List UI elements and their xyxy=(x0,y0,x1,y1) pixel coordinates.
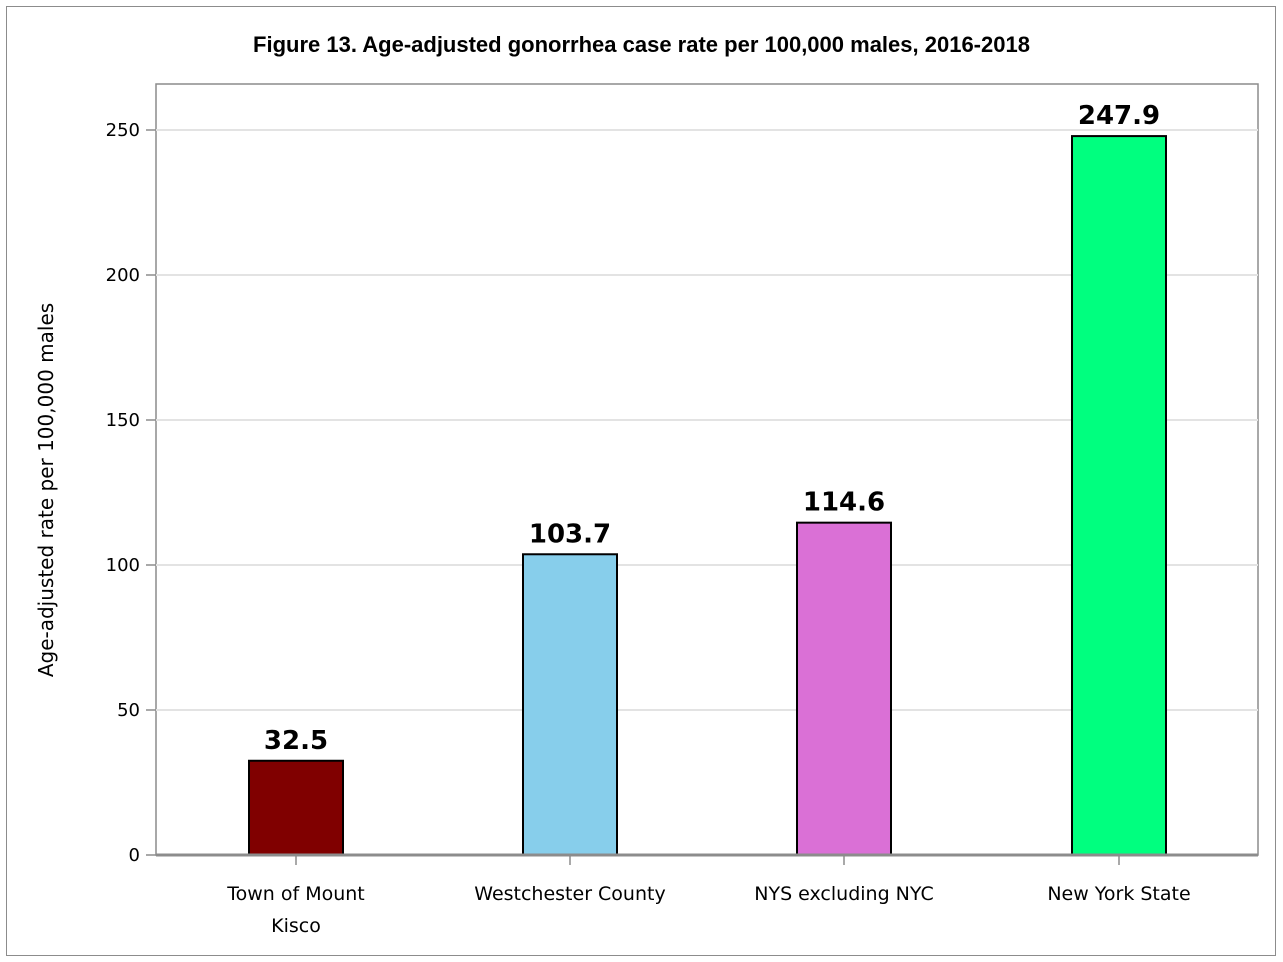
bar xyxy=(1071,135,1167,856)
data-label: 103.7 xyxy=(529,519,611,549)
y-tick-label: 0 xyxy=(129,845,140,866)
data-label: 32.5 xyxy=(264,726,328,756)
x-tick-label: Kisco xyxy=(271,915,321,937)
y-tick-label: 100 xyxy=(106,555,140,576)
chart-title: Figure 13. Age-adjusted gonorrhea case r… xyxy=(253,32,1030,57)
data-label: 247.9 xyxy=(1078,101,1160,131)
y-tick-label: 200 xyxy=(106,265,140,286)
x-tick-label: Town of Mount xyxy=(226,883,365,905)
y-tick-label: 150 xyxy=(106,410,140,431)
data-label: 114.6 xyxy=(803,488,885,518)
y-tick-label: 50 xyxy=(117,700,140,721)
y-tick-label: 250 xyxy=(106,120,140,141)
x-tick-label: NYS excluding NYC xyxy=(754,883,933,905)
chart-frame xyxy=(6,6,1276,956)
bar xyxy=(796,521,892,856)
bar xyxy=(522,553,618,857)
x-tick-label: Westchester County xyxy=(474,883,665,905)
x-tick-label: New York State xyxy=(1047,883,1190,905)
bar xyxy=(248,759,344,856)
